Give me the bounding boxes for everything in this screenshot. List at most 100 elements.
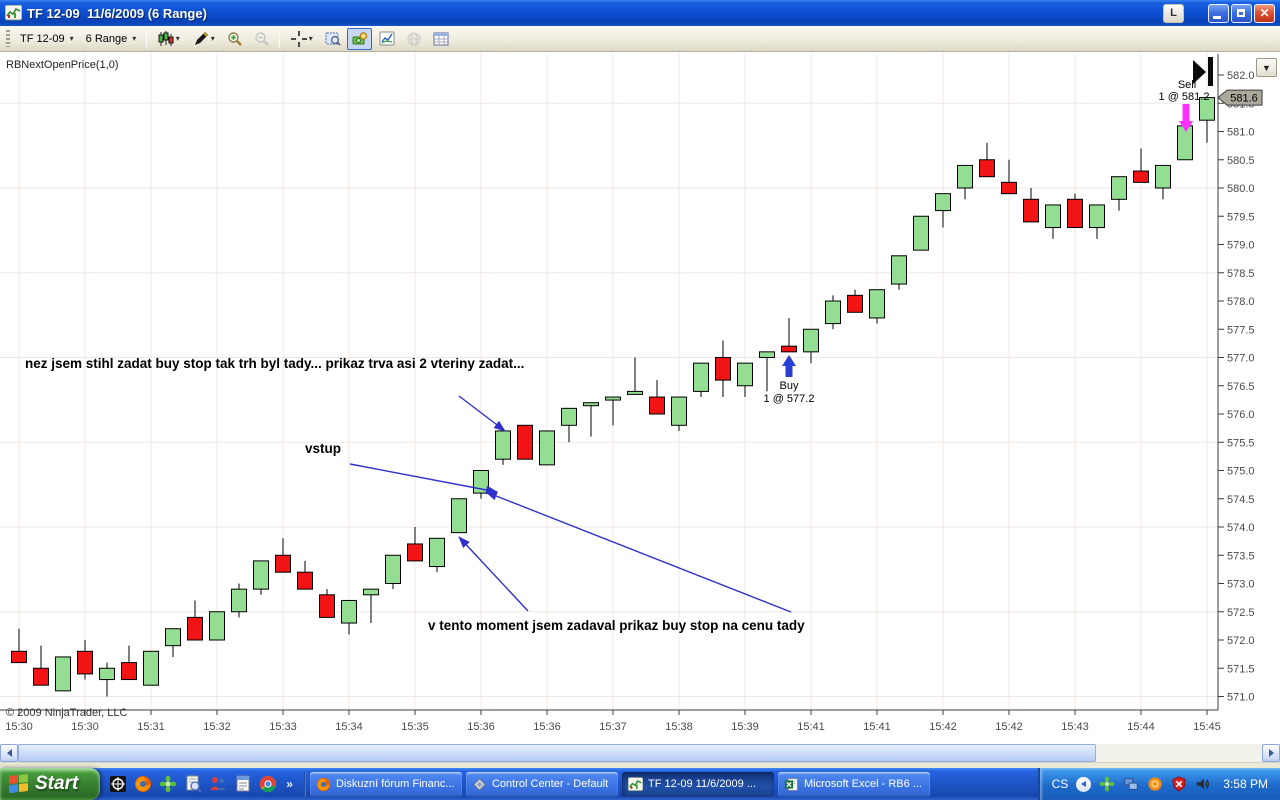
- svg-text:15:36: 15:36: [533, 721, 561, 733]
- scroll-left-icon: [6, 749, 12, 757]
- horizontal-scrollbar: [0, 744, 1280, 762]
- link-button[interactable]: L: [1163, 3, 1184, 23]
- antivirus-tray-icon[interactable]: [1147, 776, 1163, 792]
- svg-text:1 @ 581.2: 1 @ 581.2: [1159, 91, 1210, 103]
- close-icon: ✕: [1259, 6, 1270, 20]
- security-alert-tray-icon[interactable]: [1171, 776, 1187, 792]
- chart-area: 582.0581.5581.0580.5580.0579.5579.0578.5…: [0, 52, 1280, 744]
- svg-text:15:43: 15:43: [1061, 721, 1089, 733]
- chart-properties-button[interactable]: [374, 28, 399, 50]
- start-button[interactable]: Start: [0, 768, 101, 800]
- svg-text:15:37: 15:37: [599, 721, 627, 733]
- svg-text:579.5: 579.5: [1227, 211, 1255, 223]
- tray-collapse-button[interactable]: [1076, 776, 1092, 792]
- people-app-icon[interactable]: [209, 775, 227, 793]
- green-flower-tray-icon[interactable]: [1099, 776, 1115, 792]
- svg-text:580.0: 580.0: [1227, 183, 1255, 195]
- grid-icon: [433, 32, 449, 45]
- zoom-region-button[interactable]: [320, 28, 345, 50]
- scroll-left-button[interactable]: [0, 744, 18, 762]
- svg-text:581.6: 581.6: [1230, 93, 1258, 105]
- quick-launch-overflow[interactable]: »: [286, 777, 293, 791]
- svg-text:571.5: 571.5: [1227, 663, 1255, 675]
- crosshair-icon: [290, 30, 307, 47]
- svg-text:15:38: 15:38: [665, 721, 693, 733]
- svg-text:575.5: 575.5: [1227, 437, 1255, 449]
- toolbar-separator: [146, 29, 148, 48]
- close-button[interactable]: ✕: [1254, 3, 1275, 23]
- svg-text:580.5: 580.5: [1227, 155, 1255, 167]
- restore-button[interactable]: [1231, 3, 1252, 23]
- document-app-icon[interactable]: [234, 775, 252, 793]
- chart-trader-button[interactable]: [347, 27, 373, 50]
- interval-dropdown[interactable]: 6 Range ▾: [81, 31, 142, 47]
- chart-style-button[interactable]: ▾: [152, 28, 185, 50]
- control-center-icon: [472, 777, 487, 792]
- svg-text:15:35: 15:35: [401, 721, 429, 733]
- svg-text:15:44: 15:44: [1127, 721, 1155, 733]
- instrument-label: TF 12-09: [20, 32, 65, 45]
- chrome-icon[interactable]: [259, 775, 277, 793]
- toolbar-grip[interactable]: [6, 30, 10, 47]
- globe-button[interactable]: [401, 28, 426, 50]
- panel-collapse-button[interactable]: ▼: [1256, 58, 1277, 77]
- svg-text:15:30: 15:30: [5, 721, 33, 733]
- taskbar: Start »: [0, 768, 1280, 800]
- line-chart-icon: [379, 31, 395, 45]
- globe-icon: [407, 32, 421, 45]
- zoom-in-button[interactable]: [222, 28, 247, 50]
- svg-text:579.0: 579.0: [1227, 240, 1255, 252]
- instrument-dropdown[interactable]: TF 12-09 ▾: [15, 31, 79, 47]
- window-title: TF 12-09 11/6/2009 (6 Range): [27, 5, 207, 21]
- target-app-icon[interactable]: [109, 775, 127, 793]
- quick-launch: »: [100, 775, 302, 793]
- copyright-label: © 2009 NinjaTrader, LLC: [6, 707, 127, 719]
- excel-icon: [784, 777, 799, 792]
- scroll-right-icon: [1268, 749, 1274, 757]
- chevron-down-icon: ▾: [132, 34, 137, 43]
- task-button-browser[interactable]: Diskuzní fórum Financ...: [309, 771, 462, 797]
- svg-text:15:36: 15:36: [467, 721, 495, 733]
- price-chart-canvas[interactable]: 582.0581.5581.0580.5580.0579.5579.0578.5…: [0, 52, 1280, 744]
- drawing-tools-button[interactable]: ▾: [187, 28, 220, 50]
- svg-text:581.0: 581.0: [1227, 127, 1255, 139]
- zoom-out-button[interactable]: [249, 28, 274, 50]
- task-label: Control Center - Default: [491, 778, 609, 790]
- task-button-excel[interactable]: Microsoft Excel - RB6 ...: [777, 771, 930, 797]
- svg-text:v tento moment jsem zadaval pr: v tento moment jsem zadaval prikaz buy s…: [428, 618, 805, 633]
- svg-text:573.0: 573.0: [1227, 579, 1255, 591]
- zoom-out-icon: [255, 31, 269, 46]
- svg-text:577.5: 577.5: [1227, 324, 1255, 336]
- green-flower-app-icon[interactable]: [159, 775, 177, 793]
- chevron-down-icon: ▾: [308, 34, 313, 43]
- svg-text:576.0: 576.0: [1227, 409, 1255, 421]
- last-bar-marker-icon: [1193, 60, 1206, 84]
- minimize-button[interactable]: [1208, 3, 1229, 23]
- svg-text:15:41: 15:41: [797, 721, 825, 733]
- clock[interactable]: 3:58 PM: [1223, 777, 1268, 791]
- scrollbar-thumb[interactable]: [18, 744, 1096, 762]
- data-grid-button[interactable]: [428, 28, 453, 50]
- chevron-left-icon: [1081, 781, 1087, 787]
- scroll-right-button[interactable]: [1262, 744, 1280, 762]
- cursor-mode-button[interactable]: ▾: [285, 28, 318, 50]
- svg-text:15:42: 15:42: [929, 721, 957, 733]
- network-tray-icon[interactable]: [1123, 776, 1139, 792]
- search-document-icon[interactable]: [184, 775, 203, 793]
- language-indicator[interactable]: CS: [1051, 777, 1069, 791]
- start-label: Start: [35, 773, 79, 794]
- candles: [11, 97, 1215, 697]
- svg-text:15:30: 15:30: [71, 721, 99, 733]
- task-button-control-center[interactable]: Control Center - Default: [465, 771, 618, 797]
- firefox-icon[interactable]: [134, 775, 152, 793]
- svg-text:vstup: vstup: [305, 441, 341, 456]
- svg-text:582.0: 582.0: [1227, 70, 1255, 82]
- window-titlebar: TF 12-09 11/6/2009 (6 Range) L ✕: [0, 0, 1280, 26]
- task-button-chart[interactable]: TF 12-09 11/6/2009 ...: [621, 771, 774, 797]
- svg-text:nez jsem stihl zadat buy stop: nez jsem stihl zadat buy stop tak trh by…: [25, 356, 524, 371]
- svg-text:Buy: Buy: [780, 380, 799, 392]
- volume-tray-icon[interactable]: [1195, 776, 1211, 792]
- interval-label: 6 Range: [85, 32, 128, 45]
- task-label: TF 12-09 11/6/2009 ...: [647, 778, 757, 790]
